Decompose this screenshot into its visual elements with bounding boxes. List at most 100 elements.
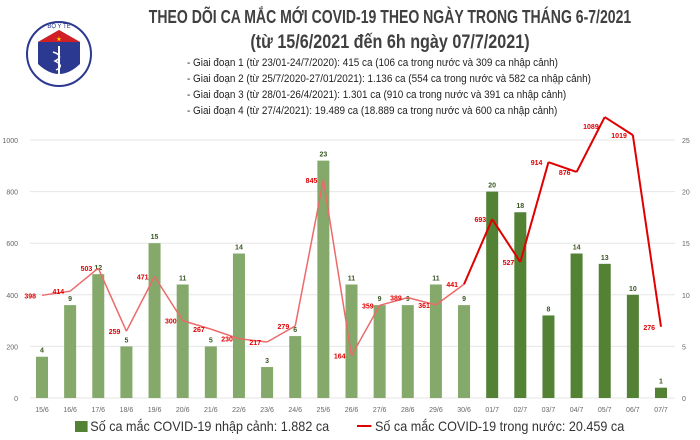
line-segment	[631, 134, 662, 327]
bar-data-label: 9	[462, 296, 466, 303]
line-segment	[153, 276, 184, 322]
line-data-label: 845	[306, 178, 318, 185]
line-segment	[125, 276, 156, 332]
bar	[458, 305, 471, 398]
legend-bar-swatch	[75, 420, 88, 432]
x-axis-tick: 01/7	[485, 407, 499, 414]
x-axis-tick: 02/7	[514, 407, 528, 414]
x-axis-tick: 26/6	[345, 407, 359, 414]
line-data-label: 389	[390, 296, 402, 303]
bar	[626, 294, 639, 398]
line-segment	[379, 296, 408, 307]
bar	[655, 387, 667, 398]
left-axis-tick: 600	[6, 241, 18, 248]
x-axis-tick: 15/6	[35, 407, 49, 414]
bar-data-label: 11	[179, 275, 187, 282]
bar-data-label: 5	[124, 337, 128, 344]
right-axis-tick: 20	[682, 190, 690, 197]
x-axis-tick: 03/7	[542, 407, 556, 414]
legend-line-swatch	[357, 425, 372, 427]
bar-data-label: 4	[40, 348, 44, 355]
x-axis-tick: 25/6	[317, 407, 331, 414]
bar	[261, 367, 274, 398]
x-axis-tick: 04/7	[570, 407, 584, 414]
bar-data-label: 20	[488, 183, 496, 190]
x-axis-tick: 30/6	[457, 407, 471, 414]
bar	[542, 315, 555, 398]
line-data-label: 230	[221, 337, 233, 344]
bar-data-label: 5	[209, 337, 213, 344]
line-data-label: 164	[334, 354, 346, 361]
bar-data-label: 11	[432, 275, 440, 282]
x-axis-tick: 06/7	[626, 407, 640, 414]
svg-text:★: ★	[56, 36, 61, 43]
bar	[232, 253, 245, 398]
line-segment	[491, 218, 522, 263]
x-axis-tick: 23/6	[260, 407, 274, 414]
bar	[373, 305, 386, 398]
line-segment	[210, 328, 240, 340]
x-axis-tick: 29/6	[429, 407, 443, 414]
line-data-label: 1019	[611, 133, 627, 140]
line-segment	[238, 337, 268, 343]
line-segment	[41, 290, 71, 297]
line-segment	[69, 267, 99, 292]
chart-subtitle: (từ 15/6/2021 đến 6h ngày 07/7/2021)	[250, 32, 530, 53]
bar-data-label: 18	[516, 203, 524, 210]
line-segment	[294, 179, 325, 327]
bar	[148, 243, 161, 398]
line-segment	[463, 218, 494, 285]
line-segment	[575, 116, 606, 173]
line-segment	[182, 319, 212, 330]
bar-data-label: 9	[406, 296, 410, 303]
line-segment	[548, 161, 577, 173]
bar-data-label: 10	[629, 286, 637, 293]
chart-title: THEO DÕI CA MẮC MỚI COVID-19 THEO NGÀY T…	[148, 7, 632, 27]
line-data-label: 441	[446, 282, 458, 289]
line-segment	[97, 267, 128, 332]
ministry-of-health-logo: ★ BỘ Y TẾ	[24, 12, 94, 97]
line-data-label: 876	[559, 170, 571, 177]
x-axis-tick: 07/7	[654, 407, 668, 414]
line-data-label: 259	[109, 329, 121, 336]
bar-data-label: 3	[265, 358, 269, 365]
line-segment	[435, 283, 465, 306]
line-data-label: 276	[643, 325, 655, 332]
line-data-label: 217	[249, 340, 261, 347]
bar	[120, 346, 133, 398]
line-data-label: 471	[137, 274, 149, 281]
bar	[570, 253, 583, 398]
left-axis-tick: 800	[6, 190, 18, 197]
legend-domestic: Số ca mắc COVID-19 trong nước: 20.459 ca	[357, 418, 624, 434]
bar-data-label: 15	[151, 234, 159, 241]
right-axis-tick: 15	[682, 241, 690, 248]
line-segment	[519, 161, 550, 263]
legend-imported: Số ca mắc COVID-19 nhập cảnh: 1.882 ca	[75, 418, 329, 434]
right-axis-tick: 10	[682, 293, 690, 300]
line-data-label: 267	[193, 327, 205, 334]
bar	[204, 346, 217, 398]
line-data-label: 279	[278, 324, 290, 331]
x-axis-tick: 18/6	[120, 407, 134, 414]
line-data-label: 693	[474, 217, 486, 224]
bar-data-label: 8	[547, 306, 551, 313]
x-axis-tick: 17/6	[91, 407, 105, 414]
phase-2-note: - Giai đoạn 2 (từ 25/7/2020-27/01/2021):…	[187, 73, 591, 85]
bar	[429, 284, 442, 398]
line-data-label: 398	[24, 293, 36, 300]
right-axis-tick: 0	[682, 396, 686, 403]
bar-data-label: 14	[235, 245, 243, 252]
bar-data-label: 9	[68, 296, 72, 303]
bar	[176, 284, 189, 398]
x-axis-tick: 24/6	[288, 407, 302, 414]
line-data-label: 503	[81, 266, 93, 273]
bar-data-label: 11	[348, 275, 356, 282]
phase-1-note: - Giai đoạn 1 (từ 23/01-24/7/2020): 415 …	[187, 57, 558, 69]
svg-text:BỘ Y TẾ: BỘ Y TẾ	[47, 23, 70, 30]
phase-4-note: - Giai đoạn 4 (từ 27/4/2021): 19.489 ca …	[187, 105, 558, 117]
bar	[64, 305, 77, 398]
line-data-label: 914	[531, 160, 543, 167]
bar-data-label: 14	[573, 245, 581, 252]
bar	[289, 336, 302, 398]
x-axis-tick: 19/6	[148, 407, 162, 414]
